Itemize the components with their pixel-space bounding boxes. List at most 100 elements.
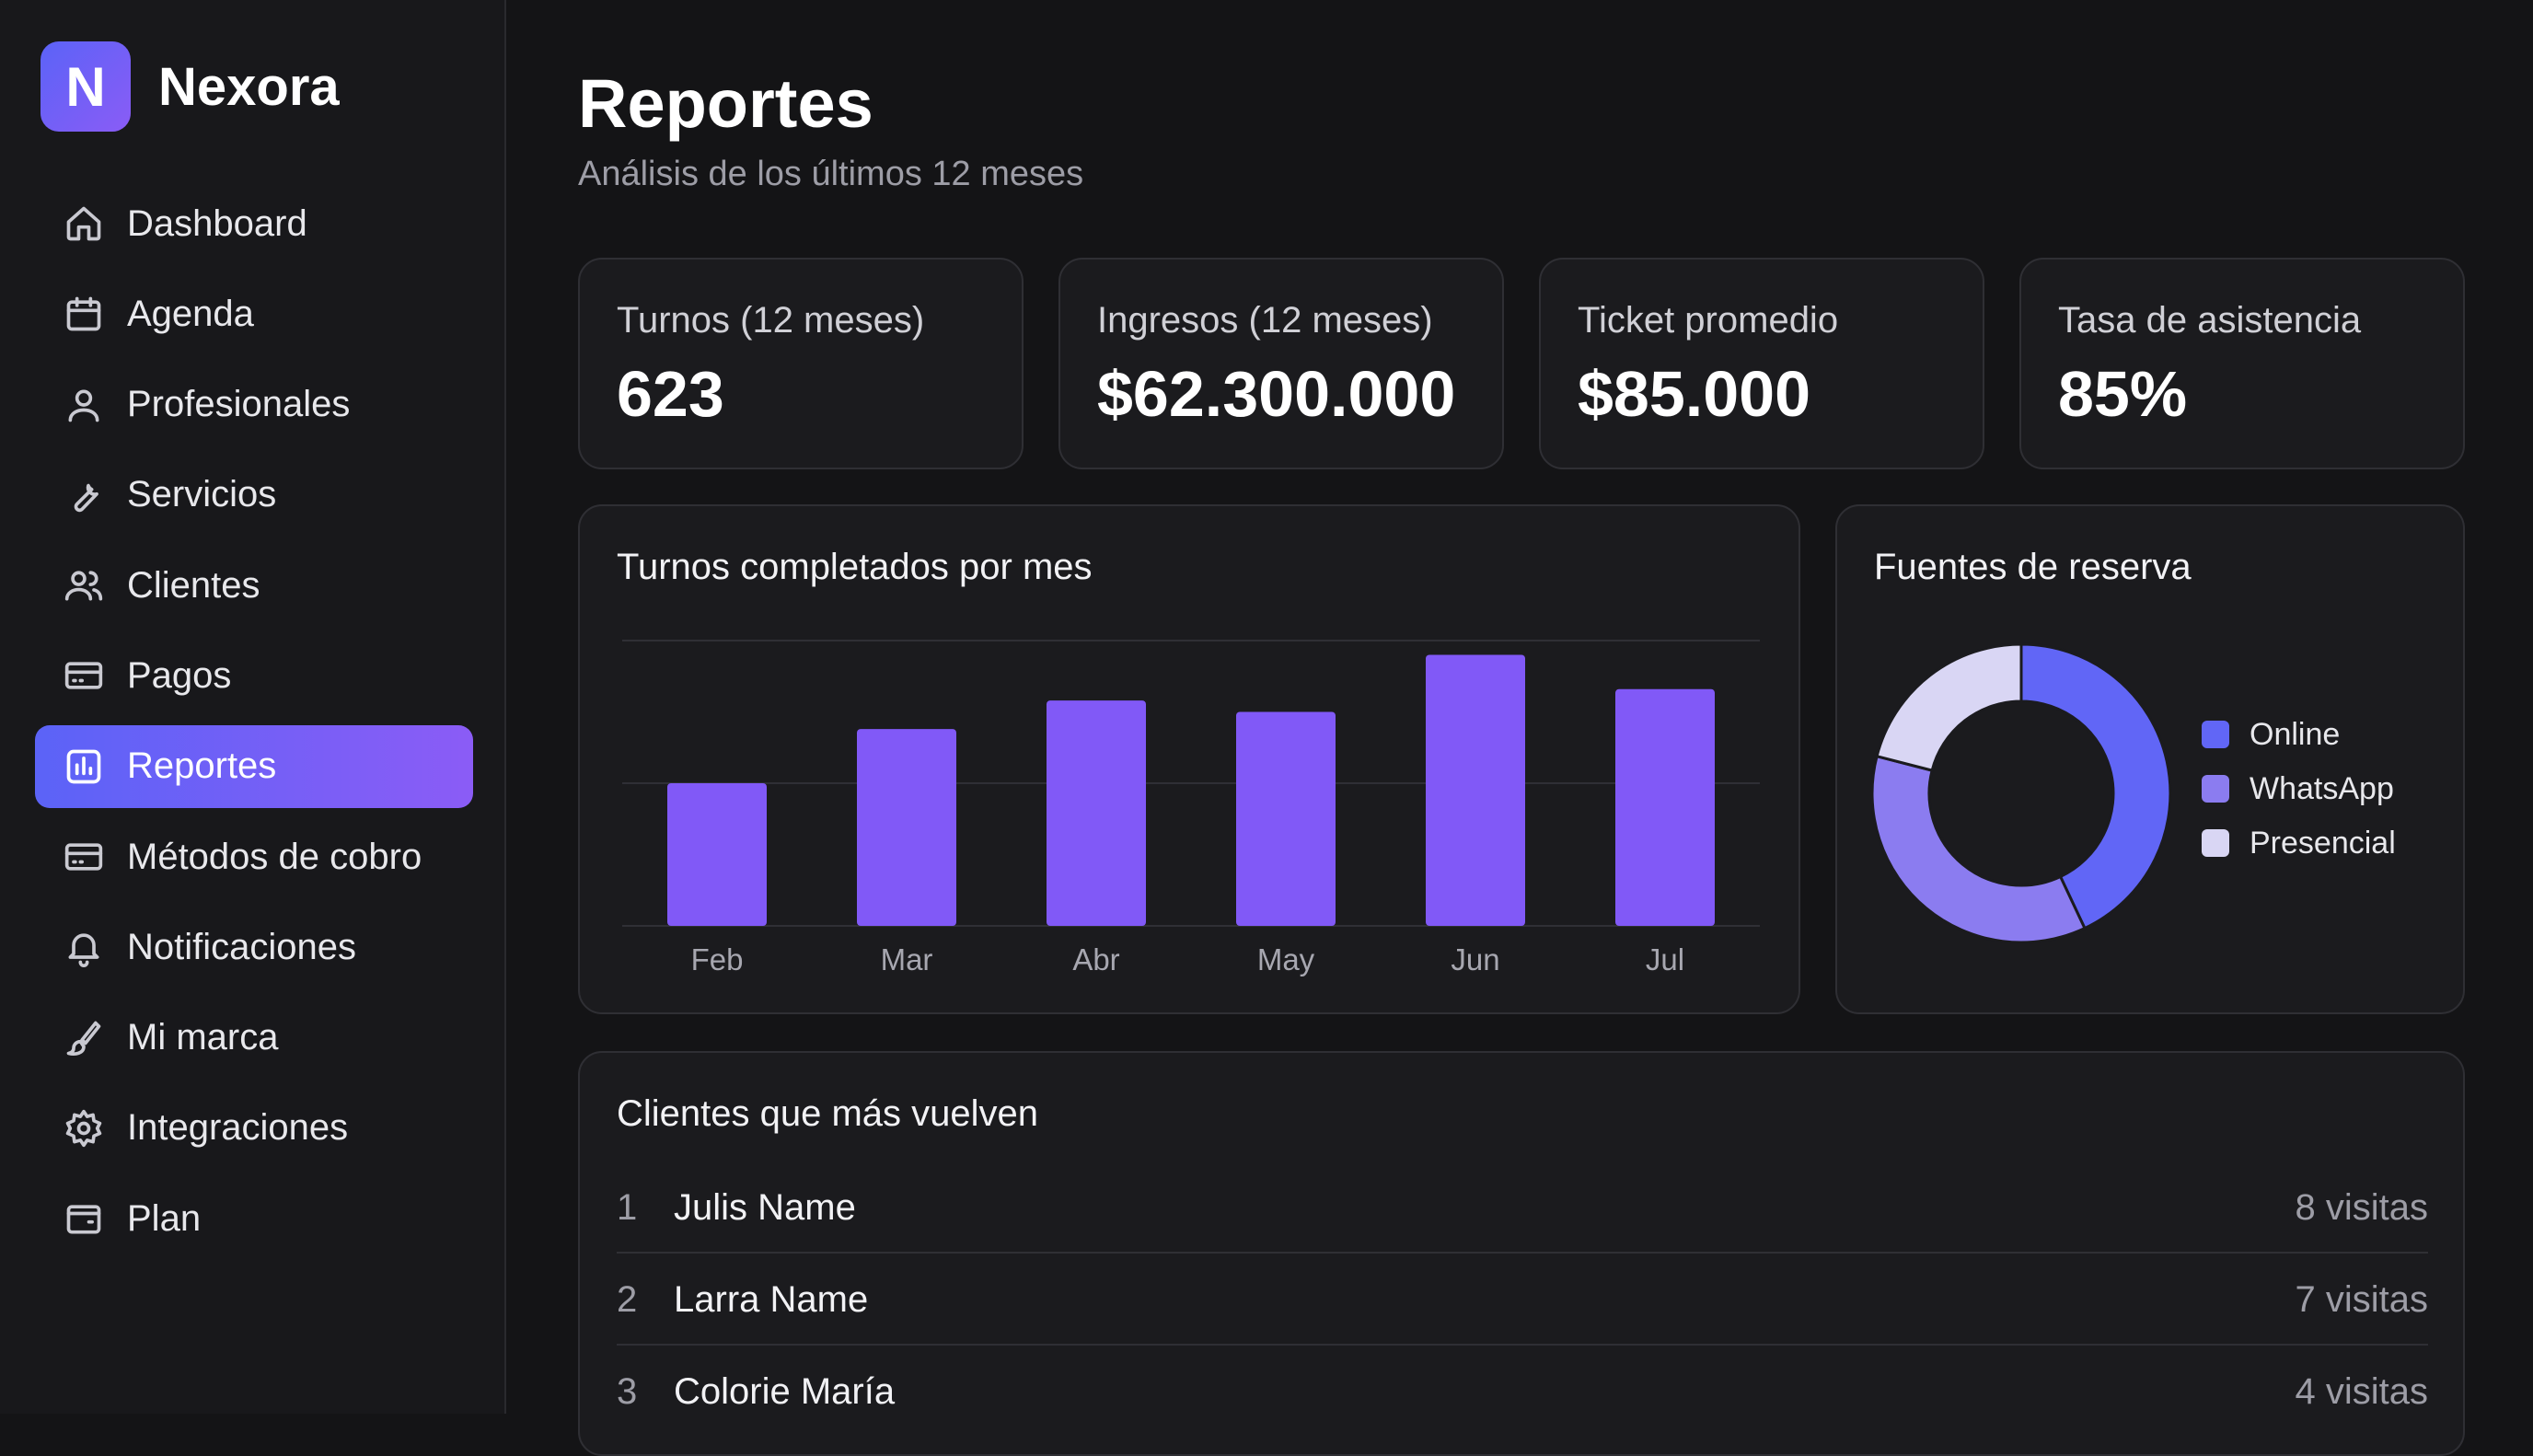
calendar-icon	[63, 293, 105, 335]
bell-icon	[63, 926, 105, 968]
kpi-label: Ticket promedio	[1578, 300, 1839, 341]
sidebar-item-label: Reportes	[127, 745, 277, 787]
page-subtitle: Análisis de los últimos 12 meses	[578, 155, 1084, 193]
card-icon	[63, 654, 105, 697]
sidebar-item-label: Servicios	[127, 474, 277, 515]
kpi-label: Turnos (12 meses)	[617, 300, 925, 341]
donut-legend: Online WhatsApp Presencial	[2202, 716, 2396, 879]
kpi-label: Ingresos (12 meses)	[1097, 300, 1433, 341]
client-rank: 3	[617, 1370, 638, 1412]
sidebar-item-label: Plan	[127, 1197, 202, 1239]
users-icon	[63, 564, 105, 607]
kpi-value: 623	[617, 358, 724, 430]
client-name: Julis Name	[674, 1186, 856, 1228]
sidebar-item-label: Integraciones	[127, 1107, 349, 1149]
bar[interactable]	[1426, 654, 1525, 927]
kpi-card-tasa-asistencia: Tasa de asistencia 85%	[2019, 258, 2465, 469]
client-name: Colorie María	[674, 1370, 896, 1412]
bar[interactable]	[1236, 711, 1336, 927]
sidebar-item-plan[interactable]: Plan	[35, 1177, 473, 1260]
card-title: Fuentes de reserva	[1874, 547, 2192, 587]
x-tick-label: Jun	[1451, 942, 1499, 976]
row-divider	[617, 1344, 2428, 1346]
sidebar-item-profesionales[interactable]: Profesionales	[35, 364, 473, 446]
client-visits: 8 visitas	[2295, 1186, 2429, 1228]
chart-icon	[63, 745, 105, 788]
table-row[interactable]: 2 Larra Name 7 visitas	[617, 1254, 2428, 1346]
brand-name: Nexora	[158, 56, 340, 117]
sidebar-item-label: Pagos	[127, 654, 232, 696]
card-title: Turnos completados por mes	[617, 547, 1093, 587]
user-icon	[63, 384, 105, 426]
x-tick-label: Abr	[1072, 942, 1119, 976]
sidebar-item-label: Profesionales	[127, 384, 351, 425]
kpi-value: $85.000	[1578, 358, 1811, 430]
sidebar-item-label: Clientes	[127, 564, 260, 606]
donut-chart	[1870, 642, 2172, 944]
bar-chart: Feb Mar Abr May Jun Jul	[622, 640, 1760, 976]
donut-slice-presencial[interactable]	[1875, 642, 2023, 772]
client-name: Larra Name	[674, 1278, 869, 1320]
bar[interactable]	[1615, 688, 1715, 926]
donut-slice-online[interactable]	[2019, 642, 2172, 930]
client-rank: 2	[617, 1278, 638, 1320]
sidebar-item-integraciones[interactable]: Integraciones	[35, 1087, 473, 1170]
bar[interactable]	[667, 783, 767, 926]
legend-swatch	[2202, 775, 2229, 803]
kpi-card-ticket-promedio: Ticket promedio $85.000	[1539, 258, 1984, 469]
sidebar-item-servicios[interactable]: Servicios	[35, 454, 473, 537]
gear-icon	[63, 1107, 105, 1150]
kpi-value: 85%	[2058, 358, 2188, 430]
legend-swatch	[2202, 829, 2229, 857]
bar[interactable]	[857, 729, 956, 926]
legend-item-online: Online	[2202, 716, 2396, 753]
card-title: Clientes que más vuelven	[617, 1093, 1039, 1134]
client-visits: 7 visitas	[2295, 1278, 2429, 1320]
sidebar-item-label: Agenda	[127, 293, 254, 334]
bar[interactable]	[1047, 700, 1146, 926]
sidebar-item-pagos[interactable]: Pagos	[35, 634, 473, 717]
sidebar-item-label: Notificaciones	[127, 926, 357, 967]
palette-icon	[63, 1017, 105, 1059]
kpi-card-turnos: Turnos (12 meses) 623	[578, 258, 1024, 469]
sidebar-item-notificaciones[interactable]: Notificaciones	[35, 906, 473, 988]
sidebar-nav: Dashboard Agenda Profesionales Servicios…	[35, 182, 473, 1268]
x-tick-label: Jul	[1646, 942, 1684, 976]
wallet-icon	[63, 1197, 105, 1240]
brand[interactable]: N Nexora	[40, 40, 340, 133]
row-divider	[617, 1252, 2428, 1254]
sidebar-item-label: Dashboard	[127, 202, 307, 244]
kpi-value: $62.300.000	[1097, 358, 1456, 430]
table-row[interactable]: 3 Colorie María 4 visitas	[617, 1346, 2428, 1438]
legend-label: Online	[2250, 716, 2341, 752]
x-tick-label: Mar	[881, 942, 933, 976]
client-rank: 1	[617, 1186, 638, 1228]
card-icon	[63, 836, 105, 878]
table-row[interactable]: 1 Julis Name 8 visitas	[617, 1161, 2428, 1254]
sidebar-item-metodos-de-cobro[interactable]: Métodos de cobro	[35, 815, 473, 898]
home-icon	[63, 202, 105, 245]
x-tick-label: Feb	[691, 942, 744, 976]
legend-item-whatsapp: WhatsApp	[2202, 770, 2396, 807]
legend-item-presencial: Presencial	[2202, 825, 2396, 861]
bar-chart-card: Turnos completados por mes Feb Mar Abr May J…	[578, 504, 1800, 1014]
sidebar-item-dashboard[interactable]: Dashboard	[35, 182, 473, 265]
sidebar-item-label: Métodos de cobro	[127, 836, 422, 877]
donut-slice-whatsapp[interactable]	[1870, 754, 2087, 944]
page-title: Reportes	[578, 65, 873, 142]
kpi-label: Tasa de asistencia	[2058, 300, 2362, 341]
client-visits: 4 visitas	[2295, 1370, 2429, 1412]
kpi-card-ingresos: Ingresos (12 meses) $62.300.000	[1058, 258, 1504, 469]
sidebar-item-agenda[interactable]: Agenda	[35, 272, 473, 355]
sidebar: N Nexora Dashboard Agenda Profesionales …	[0, 0, 506, 1414]
sidebar-item-label: Mi marca	[127, 1017, 279, 1058]
donut-chart-card: Fuentes de reserva Online WhatsApp Prese…	[1835, 504, 2465, 1014]
sidebar-item-clientes[interactable]: Clientes	[35, 544, 473, 627]
sidebar-item-reportes[interactable]: Reportes	[35, 724, 473, 808]
legend-label: WhatsApp	[2250, 770, 2394, 806]
legend-label: Presencial	[2250, 825, 2396, 861]
top-clients-card: Clientes que más vuelven 1 Julis Name 8 …	[578, 1051, 2465, 1456]
legend-swatch	[2202, 721, 2229, 748]
wrench-icon	[63, 474, 105, 516]
sidebar-item-mi-marca[interactable]: Mi marca	[35, 997, 473, 1080]
